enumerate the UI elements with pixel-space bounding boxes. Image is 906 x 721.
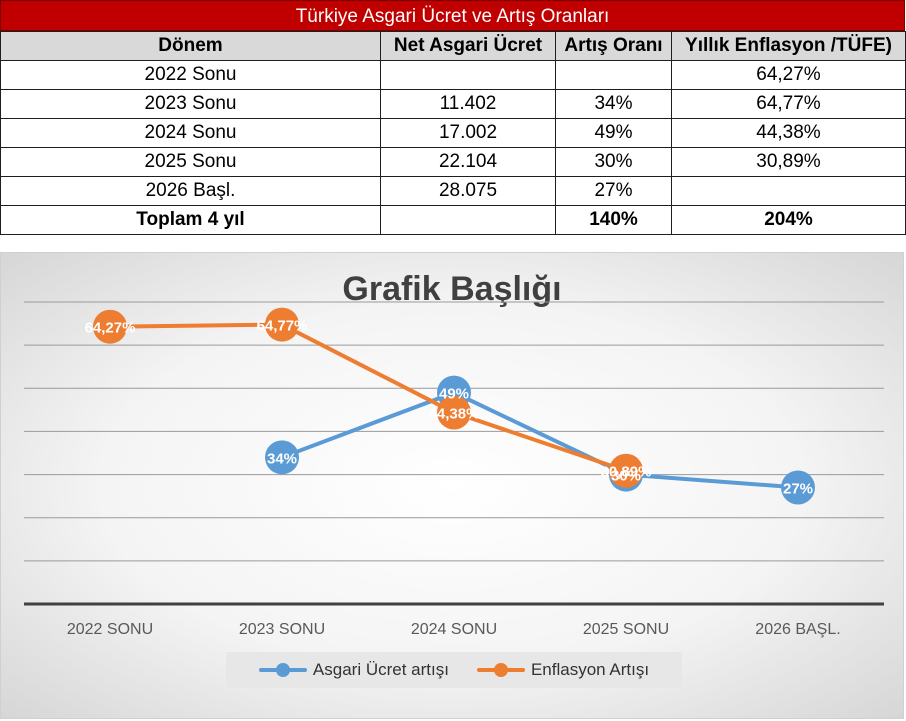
data-point	[437, 395, 471, 430]
table-cell[interactable]: 11.402	[380, 89, 556, 119]
table-total-row: Toplam 4 yıl 140% 204%	[0, 205, 906, 235]
data-label: 44,38%	[429, 406, 480, 423]
x-tick-label: 2026 BAŞL.	[755, 621, 840, 638]
data-label: 64,77%	[257, 318, 308, 335]
table-cell[interactable]	[555, 60, 672, 90]
table-cell[interactable]	[671, 176, 906, 206]
x-tick-label: 2024 SONU	[411, 621, 497, 638]
table-cell[interactable]: 140%	[555, 205, 672, 235]
header-cell-donem[interactable]: Dönem	[0, 31, 381, 61]
data-label: 27%	[783, 481, 813, 498]
table-cell[interactable]: 30,89%	[671, 147, 906, 177]
data-point	[265, 440, 299, 475]
sheet-title[interactable]: Türkiye Asgari Ücret ve Artış Oranları	[0, 0, 905, 31]
table-cell[interactable]: 28.075	[380, 176, 556, 206]
data-table: Dönem Net Asgari Ücret Artış Oranı Yıllı…	[0, 31, 906, 235]
x-tick-label: 2022 SONU	[67, 621, 153, 638]
x-tick-label: 2023 SONU	[239, 621, 325, 638]
table-header-row: Dönem Net Asgari Ücret Artış Oranı Yıllı…	[0, 31, 906, 61]
legend-label-enflasyon: Enflasyon Artışı	[530, 660, 650, 679]
legend-item-enflasyon[interactable]: Enflasyon Artışı	[476, 660, 650, 680]
table-cell[interactable]: 2025 Sonu	[0, 147, 381, 177]
table-cell[interactable]: 64,27%	[671, 60, 906, 90]
data-point	[265, 307, 299, 342]
table-cell[interactable]: 2023 Sonu	[0, 89, 381, 119]
table-cell[interactable]: 204%	[671, 205, 906, 235]
chart-legend[interactable]: Asgari Ücret artışı Enflasyon Artışı	[226, 652, 682, 688]
table-cell[interactable]	[380, 205, 556, 235]
data-point	[93, 309, 127, 344]
table-row: 2022 Sonu 64,27%	[0, 60, 906, 90]
table-cell[interactable]	[380, 60, 556, 90]
table-row: 2025 Sonu 22.104 30% 30,89%	[0, 147, 906, 177]
data-point	[609, 453, 643, 488]
data-point	[781, 470, 815, 505]
table-cell[interactable]: 49%	[555, 118, 672, 148]
x-tick-label: 2025 SONU	[583, 621, 669, 638]
table-cell[interactable]: Toplam 4 yıl	[0, 205, 381, 235]
table-cell[interactable]: 17.002	[380, 118, 556, 148]
legend-label-asgari: Asgari Ücret artışı	[312, 660, 449, 679]
table-cell[interactable]: 30%	[555, 147, 672, 177]
table-cell[interactable]: 2022 Sonu	[0, 60, 381, 90]
header-cell-artis-orani[interactable]: Artış Oranı	[555, 31, 672, 61]
table-cell[interactable]: 44,38%	[671, 118, 906, 148]
header-cell-net-asgari-ucret[interactable]: Net Asgari Ücret	[380, 31, 556, 61]
table-row: 2026 Başl. 28.075 27%	[0, 176, 906, 206]
table-cell[interactable]: 2024 Sonu	[0, 118, 381, 148]
legend-item-asgari[interactable]: Asgari Ücret artışı	[258, 660, 449, 680]
series-line	[281, 390, 799, 490]
data-label: 64,27%	[85, 320, 136, 337]
data-label: 34%	[267, 450, 297, 467]
table-row: 2024 Sonu 17.002 49% 44,38%	[0, 118, 906, 148]
series-line	[109, 322, 627, 473]
legend-swatch-asgari	[258, 663, 307, 677]
data-label: 30%	[611, 468, 641, 485]
data-label: 30,89%	[601, 464, 652, 481]
table-cell[interactable]: 2026 Başl.	[0, 176, 381, 206]
table-cell[interactable]: 27%	[555, 176, 672, 206]
table-row: 2023 Sonu 11.402 34% 64,77%	[0, 89, 906, 119]
header-cell-yillik-enflasyon[interactable]: Yıllık Enflasyon /TÜFE)	[671, 31, 906, 61]
legend-swatch-enflasyon	[476, 663, 525, 677]
data-label: 49%	[439, 386, 469, 403]
table-cell[interactable]: 22.104	[380, 147, 556, 177]
table-cell[interactable]: 64,77%	[671, 89, 906, 119]
line-chart[interactable]: 2022 SONU 2023 SONU 2024 SONU 2025 SONU 2026…	[0, 252, 904, 652]
table-cell[interactable]: 34%	[555, 89, 672, 119]
